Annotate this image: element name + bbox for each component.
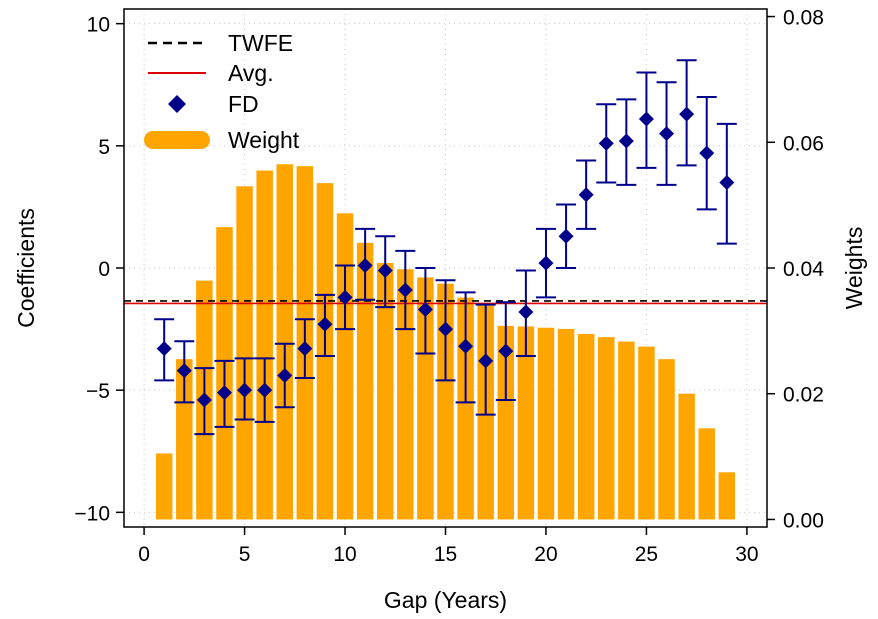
weight-bar	[537, 327, 555, 520]
x-tick-label: 25	[635, 543, 658, 566]
weight-bar	[397, 269, 414, 520]
weight-bar	[618, 341, 635, 520]
y2-tick-label: 0.08	[783, 7, 824, 30]
fd-point	[578, 187, 594, 203]
fd-point	[558, 228, 574, 244]
weight-bar	[155, 453, 173, 520]
fd-point	[156, 341, 172, 357]
legend-fd-label: FD	[228, 91, 259, 117]
fd-point	[377, 262, 393, 278]
y-axis-left: −10 −5 0 5 10	[74, 14, 124, 525]
x-axis: 0 5 10 15 20 25 30	[138, 527, 759, 566]
weight-bar	[497, 325, 515, 520]
weight-bar	[256, 170, 273, 520]
fd-point	[297, 341, 313, 357]
fd-point	[438, 321, 453, 337]
fd-point	[458, 338, 474, 354]
legend-weight-key	[144, 131, 210, 149]
x-tick-label: 0	[138, 543, 150, 566]
y-tick-label: −5	[86, 380, 110, 403]
y2-tick-label: 0.04	[783, 258, 824, 281]
weight-bar	[678, 393, 695, 520]
y-tick-label: −10	[74, 502, 110, 525]
weight-bar	[598, 337, 615, 520]
fd-point	[196, 392, 212, 408]
fd-point	[638, 111, 654, 127]
weight-bar	[658, 359, 675, 520]
weight-bar	[718, 472, 736, 520]
fd-point	[176, 363, 192, 379]
y2-axis-title: Weights	[841, 227, 867, 310]
weight-bar	[417, 277, 434, 520]
fd-point	[417, 302, 433, 318]
fd-point	[598, 135, 614, 151]
y-tick-label: 5	[98, 136, 110, 159]
fd-point	[397, 282, 413, 298]
fd-point	[277, 368, 293, 384]
weight-bar	[176, 359, 193, 520]
legend-weight-label: Weight	[228, 127, 300, 153]
fd-point	[518, 304, 534, 320]
weight-bar	[376, 262, 394, 520]
weight-bar	[276, 164, 293, 520]
fd-point	[659, 126, 675, 142]
x-tick-label: 20	[534, 543, 557, 566]
fd-estimates	[154, 59, 737, 436]
fd-point	[538, 255, 554, 271]
x-tick-label: 10	[333, 543, 356, 566]
fd-point	[257, 382, 273, 398]
fd-point	[498, 343, 514, 359]
fd-point	[699, 145, 715, 161]
y2-tick-label: 0.02	[783, 384, 824, 407]
fd-point	[216, 385, 232, 401]
weight-bar	[517, 326, 535, 520]
x-tick-label: 15	[434, 543, 457, 566]
legend-twfe-label: TWFE	[228, 30, 293, 56]
legend-avg-label: Avg.	[228, 60, 274, 86]
fd-point	[337, 289, 353, 305]
fd-point	[478, 353, 494, 369]
y-tick-label: 10	[87, 14, 110, 37]
fd-point	[618, 133, 634, 149]
weight-bar	[336, 213, 354, 520]
weight-bar	[557, 328, 575, 520]
x-tick-label: 5	[239, 543, 251, 566]
weight-bar	[437, 283, 454, 520]
fd-point	[357, 258, 373, 274]
y-axis-right: 0.00 0.02 0.04 0.06 0.08	[767, 7, 824, 532]
fd-point	[237, 382, 253, 398]
weight-bar	[457, 297, 474, 520]
fd-point	[317, 316, 333, 332]
x-tick-label: 30	[735, 543, 758, 566]
weight-bar	[577, 334, 595, 520]
x-axis-title: Gap (Years)	[384, 587, 507, 613]
weight-bar	[356, 242, 374, 520]
y-axis-title: Coefficients	[13, 208, 39, 328]
y2-tick-label: 0.00	[783, 509, 824, 532]
fd-point	[679, 106, 695, 122]
y2-tick-label: 0.06	[783, 132, 824, 155]
legend-fd-key	[168, 95, 186, 113]
weight-bar	[698, 428, 715, 520]
legend: TWFE Avg. FD Weight	[144, 30, 300, 153]
y-tick-label: 0	[98, 258, 110, 281]
weight-bar	[236, 186, 253, 520]
weight-bar	[638, 346, 655, 520]
fd-point	[719, 174, 735, 190]
